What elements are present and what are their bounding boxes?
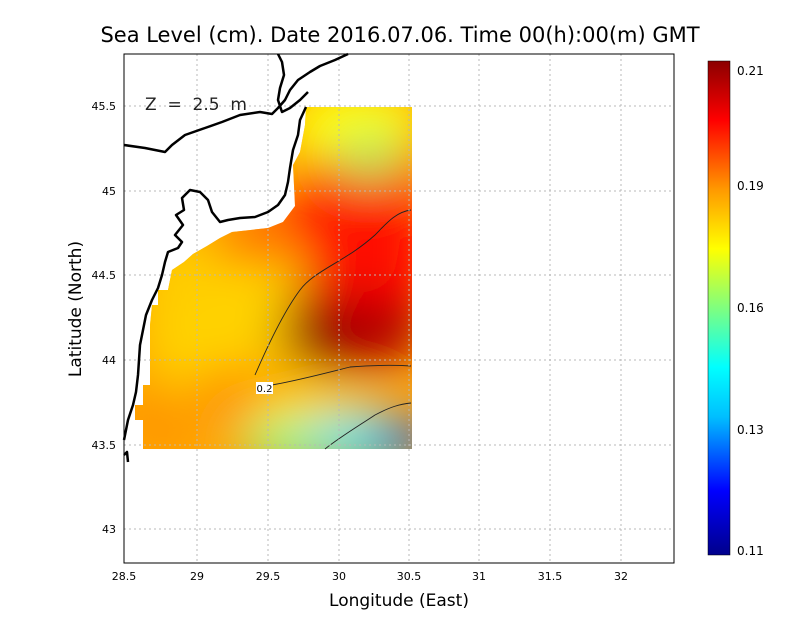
- contour-lines: [254, 209, 412, 450]
- y-tick-label: 43: [102, 523, 116, 536]
- colorbar-tick-label: 0.19: [737, 179, 764, 193]
- depth-label: Z = 2.5 m: [145, 95, 247, 115]
- x-tick-label: 31.5: [538, 570, 563, 583]
- colorbar-tick-labels: 0.21 0.19 0.16 0.13 0.11: [737, 64, 764, 558]
- y-tick-labels: 45.5 45 44.5 44 43.5 43: [92, 100, 117, 536]
- coast-north-inlet: [276, 53, 309, 114]
- colorbar: [707, 60, 731, 556]
- x-tick-labels: 28.5 29 29.5 30 30.5 31 31.5 32: [112, 570, 628, 583]
- contour-label: 0.2: [257, 384, 273, 395]
- y-tick-label: 45: [102, 185, 116, 198]
- x-tick-label: 28.5: [112, 570, 137, 583]
- x-tick-label: 32: [614, 570, 628, 583]
- contour-line: [254, 209, 412, 376]
- x-tick-label: 29.5: [256, 570, 281, 583]
- colorbar-tick-label: 0.13: [737, 423, 764, 437]
- grid: [124, 54, 674, 563]
- y-tick-label: 44: [102, 354, 116, 367]
- coast-south: [123, 450, 130, 463]
- x-tick-label: 29: [190, 570, 204, 583]
- x-tick-label: 31: [472, 570, 486, 583]
- x-axis-label: Longitude (East): [329, 591, 469, 611]
- plot-frame: [123, 53, 675, 564]
- coast-west: [122, 106, 308, 441]
- x-tick-label: 30.5: [397, 570, 422, 583]
- y-tick-label: 45.5: [92, 100, 117, 113]
- contour-label-box: [256, 382, 273, 394]
- contour-line: [271, 364, 412, 386]
- chart-title: Sea Level (cm). Date 2016.07.06. Time 00…: [100, 23, 699, 47]
- colorbar-tick-label: 0.16: [737, 301, 764, 315]
- y-axis-label: Latitude (North): [66, 241, 86, 377]
- contour-line: [324, 402, 412, 450]
- x-tick-label: 30: [332, 570, 346, 583]
- y-tick-label: 44.5: [92, 269, 117, 282]
- coastline: [122, 52, 349, 463]
- coast-north: [123, 52, 349, 154]
- colorbar-tick-label: 0.11: [737, 544, 764, 558]
- y-tick-label: 43.5: [92, 439, 117, 452]
- colorbar-tick-label: 0.21: [737, 64, 764, 78]
